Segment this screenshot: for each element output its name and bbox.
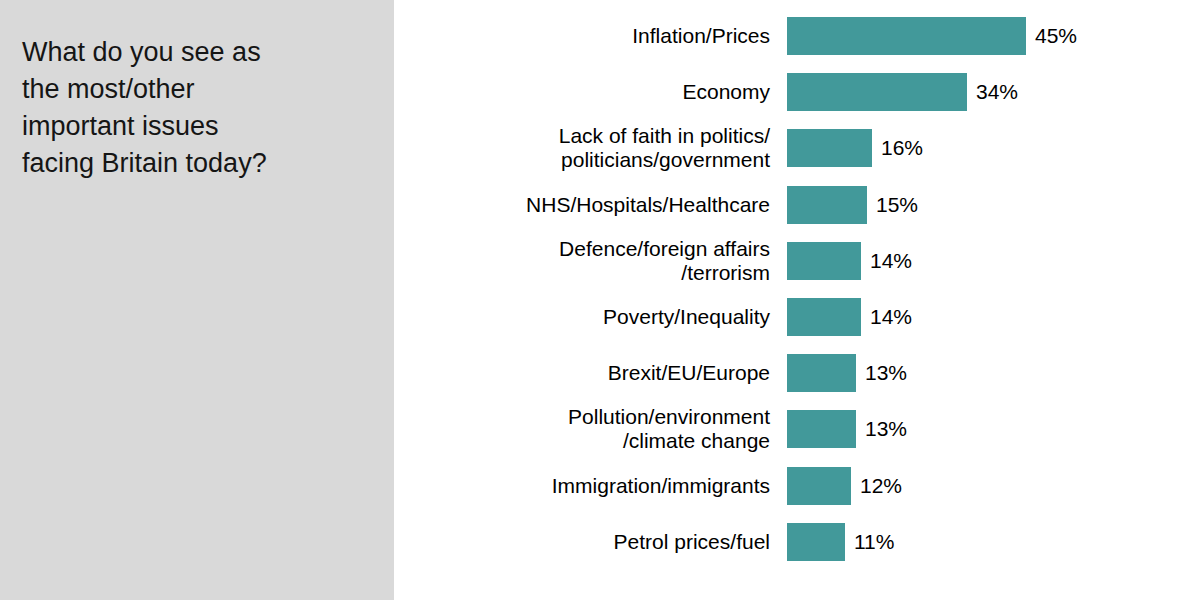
- value-label: 11%: [854, 530, 894, 554]
- value-label: 13%: [865, 417, 907, 441]
- chart-row: Immigration/immigrants 12%: [394, 458, 1194, 514]
- category-label: Economy: [394, 80, 770, 104]
- category-label: Petrol prices/fuel: [394, 530, 770, 554]
- bar: [787, 467, 851, 505]
- chart-row: Pollution/environment /climate change 13%: [394, 401, 1194, 457]
- bar: [787, 410, 856, 448]
- chart-rows: Inflation/Prices 45% Economy 34% Lack of fai…: [394, 8, 1194, 570]
- category-label: NHS/Hospitals/Healthcare: [394, 193, 770, 217]
- category-label: Pollution/environment /climate change: [394, 405, 770, 453]
- chart-row: Brexit/EU/Europe 13%: [394, 345, 1194, 401]
- value-label: 14%: [870, 249, 912, 273]
- category-label: Brexit/EU/Europe: [394, 361, 770, 385]
- question-panel: What do you see as the most/other import…: [0, 0, 394, 600]
- chart-row: Poverty/Inequality 14%: [394, 289, 1194, 345]
- category-label: Immigration/immigrants: [394, 474, 770, 498]
- bar: [787, 186, 867, 224]
- chart-row: Petrol prices/fuel 11%: [394, 514, 1194, 570]
- chart-row: Defence/foreign affairs /terrorism 14%: [394, 233, 1194, 289]
- value-label: 13%: [865, 361, 907, 385]
- category-label: Poverty/Inequality: [394, 305, 770, 329]
- bar: [787, 242, 861, 280]
- chart-row: NHS/Hospitals/Healthcare 15%: [394, 177, 1194, 233]
- bar: [787, 298, 861, 336]
- chart-row: Economy 34%: [394, 64, 1194, 120]
- question-text: What do you see as the most/other import…: [0, 0, 394, 182]
- bar: [787, 523, 845, 561]
- value-label: 14%: [870, 305, 912, 329]
- bar: [787, 73, 967, 111]
- chart-row: Inflation/Prices 45%: [394, 8, 1194, 64]
- category-label: Defence/foreign affairs /terrorism: [394, 237, 770, 285]
- value-label: 45%: [1035, 24, 1077, 48]
- bar: [787, 354, 856, 392]
- category-label: Lack of faith in politics/ politicians/g…: [394, 124, 770, 172]
- bar: [787, 129, 872, 167]
- bar: [787, 17, 1026, 55]
- chart-row: Lack of faith in politics/ politicians/g…: [394, 120, 1194, 176]
- category-label: Inflation/Prices: [394, 24, 770, 48]
- value-label: 16%: [881, 136, 923, 160]
- bar-chart: Inflation/Prices 45% Economy 34% Lack of fai…: [394, 8, 1194, 570]
- value-label: 12%: [860, 474, 902, 498]
- value-label: 15%: [876, 193, 918, 217]
- slide: What do you see as the most/other import…: [0, 0, 1194, 600]
- value-label: 34%: [976, 80, 1018, 104]
